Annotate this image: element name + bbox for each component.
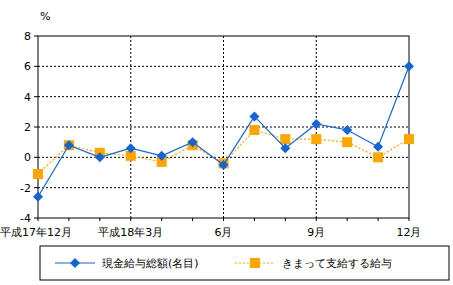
y-tick xyxy=(34,157,38,158)
x-tick-label: 平成18年3月 xyxy=(98,226,163,239)
legend-label: 現金給与総額(名目) xyxy=(102,257,199,270)
data-point xyxy=(280,143,290,153)
data-point xyxy=(280,134,290,144)
x-tick xyxy=(316,218,317,221)
data-point xyxy=(342,137,352,147)
data-point xyxy=(404,134,414,144)
y-tick xyxy=(34,127,38,128)
y-tick xyxy=(34,187,38,188)
y-tick-label: 2 xyxy=(24,121,31,134)
plot-frame xyxy=(38,36,409,218)
x-tick xyxy=(99,218,100,221)
x-tick-label: 6月 xyxy=(215,226,233,239)
x-tick xyxy=(38,218,39,221)
y-tick-label: 8 xyxy=(24,30,31,43)
grid-line xyxy=(38,127,409,128)
data-point xyxy=(157,151,167,161)
x-tick-label: 12月 xyxy=(397,226,422,239)
legend-marker xyxy=(250,258,260,268)
y-tick xyxy=(34,96,38,97)
data-point xyxy=(311,119,321,129)
data-point xyxy=(126,143,136,153)
y-axis-label: % xyxy=(40,10,50,23)
x-tick xyxy=(347,218,348,221)
data-point xyxy=(249,111,259,121)
x-tick xyxy=(254,218,255,221)
x-tick-label: 9月 xyxy=(307,226,325,239)
x-tick-label: 平成17年12月 xyxy=(0,226,72,239)
chart: -4 -2 0 2 4 6 8% 平成17年12月 平成18年3月 6月 9月 12月現金給与総額(名… xyxy=(0,0,453,285)
data-point xyxy=(219,160,229,170)
x-tick xyxy=(68,218,69,221)
data-point xyxy=(33,169,43,179)
data-point xyxy=(249,125,259,135)
y-tick xyxy=(34,218,38,219)
data-point xyxy=(33,192,43,202)
x-tick xyxy=(409,218,410,221)
data-point xyxy=(95,152,105,162)
x-tick xyxy=(378,218,379,221)
x-tick xyxy=(130,218,131,221)
plot-area xyxy=(33,61,414,201)
data-point xyxy=(311,134,321,144)
y-tick-label: 0 xyxy=(24,151,31,164)
x-tick xyxy=(192,218,193,221)
y-tick-label: 4 xyxy=(24,91,31,104)
data-point xyxy=(342,125,352,135)
series-line xyxy=(38,66,409,196)
data-point xyxy=(188,137,198,147)
y-tick-label: 6 xyxy=(24,60,31,73)
x-tick xyxy=(161,218,162,221)
data-point xyxy=(64,140,74,150)
grid-line xyxy=(130,36,131,218)
x-tick xyxy=(223,218,224,221)
series-line xyxy=(38,130,409,174)
grid-line xyxy=(223,36,224,218)
data-point xyxy=(404,61,414,71)
y-tick-label: -4 xyxy=(20,212,31,225)
data-point xyxy=(373,152,383,162)
legend-label: きまって支給する給与 xyxy=(282,257,392,270)
y-tick xyxy=(34,66,38,67)
legend-marker xyxy=(70,258,80,268)
legend-box xyxy=(40,246,449,280)
y-tick xyxy=(34,36,38,37)
y-tick-label: -2 xyxy=(20,182,31,195)
data-point xyxy=(373,142,383,152)
x-tick xyxy=(285,218,286,221)
data-point xyxy=(64,140,74,150)
